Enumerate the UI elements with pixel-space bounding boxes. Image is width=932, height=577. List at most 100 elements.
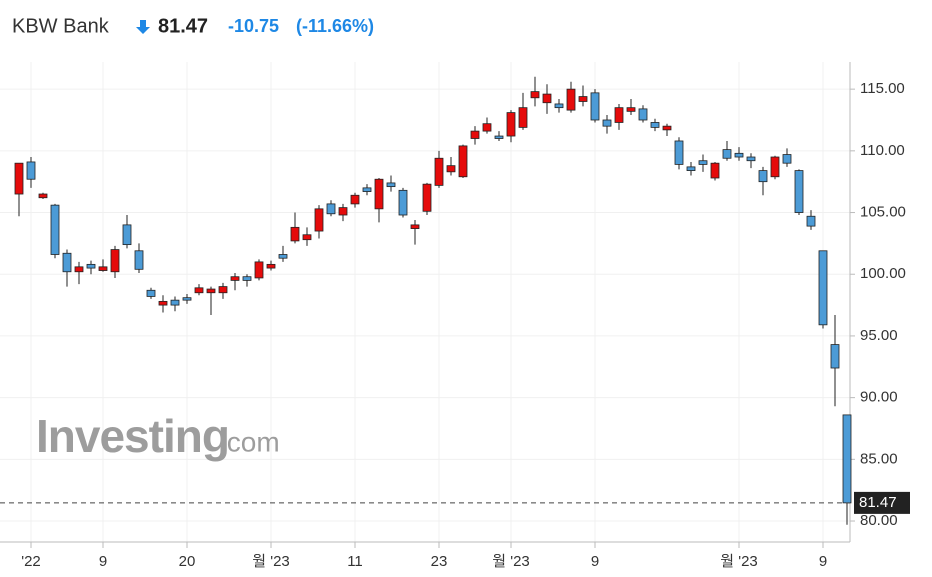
- candle-body: [98, 266, 108, 271]
- candle-body: [506, 112, 516, 137]
- y-tick-label: 105.00: [860, 204, 906, 221]
- candle-body: [842, 414, 852, 504]
- candle-body: [698, 160, 708, 165]
- candle-body: [470, 130, 480, 139]
- candle-body: [578, 96, 588, 102]
- candle-body: [590, 92, 600, 121]
- candle-body: [74, 266, 84, 273]
- candle-body: [134, 250, 144, 270]
- candle-body: [422, 183, 432, 212]
- candle-body: [278, 254, 288, 259]
- candle-body: [326, 203, 336, 215]
- x-tick-label: 20: [179, 553, 196, 570]
- x-tick-label: 9: [819, 553, 827, 570]
- candle-body: [710, 162, 720, 179]
- watermark-brand: Investing: [36, 410, 229, 462]
- watermark: Investing .com: [36, 410, 280, 462]
- y-tick-label: 110.00: [860, 142, 905, 159]
- candle-body: [494, 135, 504, 139]
- candle-body: [686, 166, 696, 171]
- down-arrow-icon: [136, 20, 150, 34]
- candle-body: [230, 276, 240, 281]
- candle-body: [266, 263, 276, 269]
- candle-body: [122, 224, 132, 246]
- x-tick-label: 월 '23: [720, 553, 758, 570]
- candle-body: [518, 107, 528, 128]
- y-tick-label: 115.00: [860, 80, 905, 97]
- candle-body: [194, 287, 204, 294]
- candle-body: [542, 93, 552, 104]
- candle-body: [218, 286, 228, 294]
- candle-body: [482, 123, 492, 132]
- candle-body: [254, 261, 264, 279]
- candle-body: [770, 156, 780, 178]
- last-price-label: 81.47: [859, 494, 897, 511]
- candle-body: [638, 108, 648, 121]
- candle-body: [158, 300, 168, 306]
- y-tick-label: 80.00: [860, 512, 898, 529]
- candle-body: [458, 145, 468, 178]
- candle-body: [782, 154, 792, 164]
- price: 81.47: [158, 15, 208, 37]
- candle-body: [530, 91, 540, 99]
- candle-body: [410, 224, 420, 229]
- y-tick-label: 95.00: [860, 327, 898, 344]
- candle-body: [830, 344, 840, 369]
- candle-body: [662, 125, 672, 131]
- x-tick-label: '22: [21, 553, 41, 570]
- candle-body: [674, 140, 684, 165]
- candle-body: [614, 107, 624, 123]
- x-tick-label: 23: [431, 553, 448, 570]
- candle-body: [746, 156, 756, 162]
- candle-body: [794, 170, 804, 213]
- candle-body: [758, 170, 768, 183]
- candle-body: [110, 249, 120, 273]
- candle-body: [446, 165, 456, 173]
- watermark-suffix: .com: [219, 426, 280, 457]
- candle-body: [554, 103, 564, 109]
- y-tick-label: 90.00: [860, 389, 898, 406]
- candle-body: [290, 226, 300, 242]
- candle-body: [14, 162, 24, 195]
- candle-body: [806, 215, 816, 227]
- instrument-name: KBW Bank: [12, 15, 110, 37]
- change: -10.75: [228, 16, 279, 36]
- candle-body: [362, 187, 372, 192]
- candle-body: [722, 149, 732, 159]
- candle-body: [434, 157, 444, 186]
- x-tick-label: 9: [591, 553, 599, 570]
- x-tick-label: 11: [347, 553, 363, 570]
- candle-body: [374, 178, 384, 210]
- candle-body: [386, 182, 396, 188]
- candle-body: [182, 297, 192, 301]
- x-tick-label: 9: [99, 553, 107, 570]
- candle-body: [206, 288, 216, 294]
- candle-body: [602, 119, 612, 127]
- candle-body: [398, 189, 408, 216]
- candle-body: [170, 299, 180, 306]
- candle-body: [566, 88, 576, 111]
- x-tick-label: 월 '23: [492, 553, 530, 570]
- candle-body: [626, 107, 636, 112]
- candle-body: [26, 161, 36, 180]
- candle-body: [38, 193, 48, 199]
- candle-body: [50, 204, 60, 255]
- candle-body: [86, 263, 96, 269]
- candle-body: [350, 194, 360, 205]
- last-price-tag: [854, 491, 910, 514]
- y-tick-label: 85.00: [860, 450, 898, 467]
- candle-body: [734, 152, 744, 158]
- candle-body: [62, 252, 72, 273]
- y-tick-label: 100.00: [860, 265, 906, 282]
- candle-body: [650, 122, 660, 128]
- candle-body: [146, 289, 156, 297]
- change-pct: (-11.66%): [296, 16, 374, 36]
- x-tick-label: 월 '23: [252, 553, 290, 570]
- candle-body: [314, 208, 324, 232]
- candle-body: [242, 276, 252, 281]
- candle-body: [818, 250, 828, 326]
- candle-body: [302, 234, 312, 241]
- candle-body: [338, 207, 348, 216]
